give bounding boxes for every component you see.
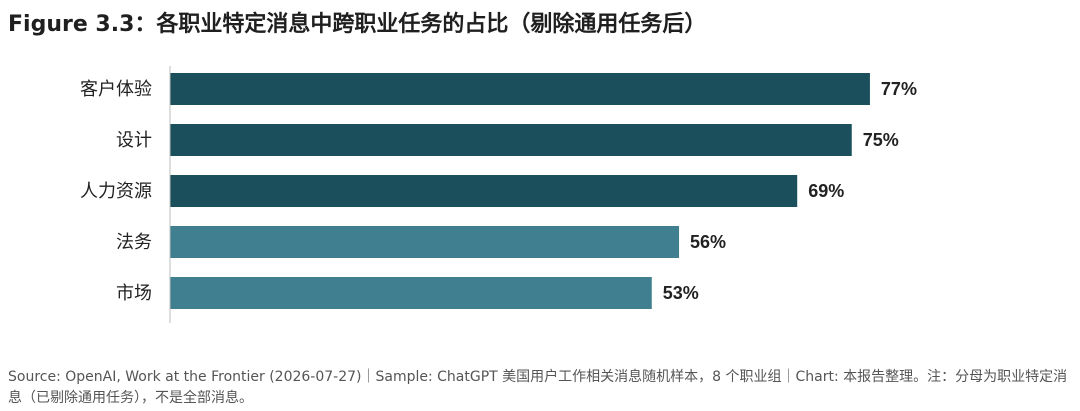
bar bbox=[170, 124, 852, 156]
bars-layer: 客户体验 77% 设计 75% 人力资源 69% 法务 56% 市场 53% bbox=[80, 73, 917, 309]
category-label: 市场 bbox=[116, 283, 152, 304]
value-label: 56% bbox=[690, 232, 726, 252]
value-label: 69% bbox=[808, 181, 844, 201]
value-label: 75% bbox=[863, 130, 899, 150]
chart-title: Figure 3.3：各职业特定消息中跨职业任务的占比（剔除通用任务后） bbox=[8, 12, 707, 37]
category-label: 客户体验 bbox=[80, 79, 152, 100]
bar bbox=[170, 226, 680, 258]
value-label: 53% bbox=[663, 283, 699, 303]
source-footnote: Source: OpenAI, Work at the Frontier (20… bbox=[8, 369, 1068, 406]
category-label: 人力资源 bbox=[80, 181, 152, 202]
category-label: 法务 bbox=[116, 232, 152, 253]
bar-chart: 客户体验 77% 设计 75% 人力资源 69% 法务 56% 市场 53% bbox=[80, 66, 917, 323]
bar bbox=[170, 175, 798, 207]
value-label: 77% bbox=[881, 79, 917, 99]
bar bbox=[170, 73, 870, 105]
bar bbox=[170, 277, 652, 309]
category-label: 设计 bbox=[116, 130, 152, 151]
